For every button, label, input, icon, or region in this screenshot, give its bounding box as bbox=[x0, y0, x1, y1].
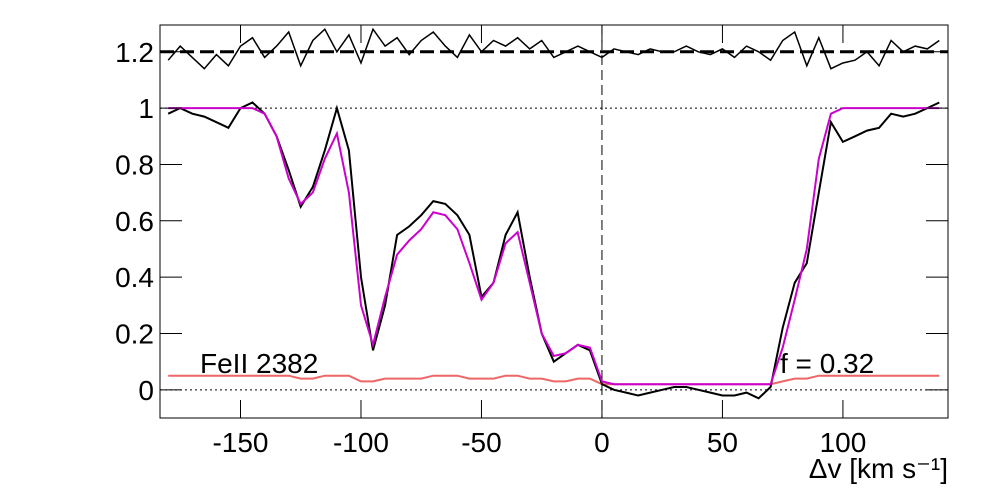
x-tick-label: -150 bbox=[212, 427, 268, 458]
y-tick-label: 0.2 bbox=[115, 318, 154, 349]
x-tick-label: 50 bbox=[707, 427, 738, 458]
y-tick-label: 0.8 bbox=[115, 149, 154, 180]
x-tick-label: 0 bbox=[594, 427, 610, 458]
annotation: f = 0.32 bbox=[780, 348, 874, 379]
x-tick-label: -100 bbox=[333, 427, 389, 458]
y-tick-label: 0.4 bbox=[115, 262, 154, 293]
y-tick-label: 1 bbox=[138, 93, 154, 124]
data-line bbox=[167, 27, 940, 70]
x-tick-label: -50 bbox=[461, 427, 501, 458]
y-tick-label: 0 bbox=[138, 375, 154, 406]
y-tick-label: 0.6 bbox=[115, 206, 154, 237]
y-tick-label: 1.2 bbox=[115, 37, 154, 68]
x-axis-label: Δv [km s⁻¹] bbox=[809, 453, 948, 484]
data-line bbox=[168, 107, 940, 386]
data-line bbox=[168, 374, 940, 386]
plot-frame bbox=[159, 24, 949, 419]
x-tick-label: 100 bbox=[820, 427, 867, 458]
annotation: FeII 2382 bbox=[200, 348, 318, 379]
